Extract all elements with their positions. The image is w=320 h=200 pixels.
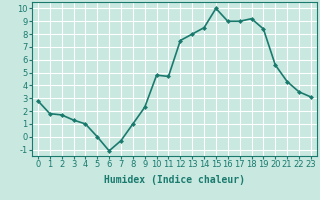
X-axis label: Humidex (Indice chaleur): Humidex (Indice chaleur) [104, 175, 245, 185]
